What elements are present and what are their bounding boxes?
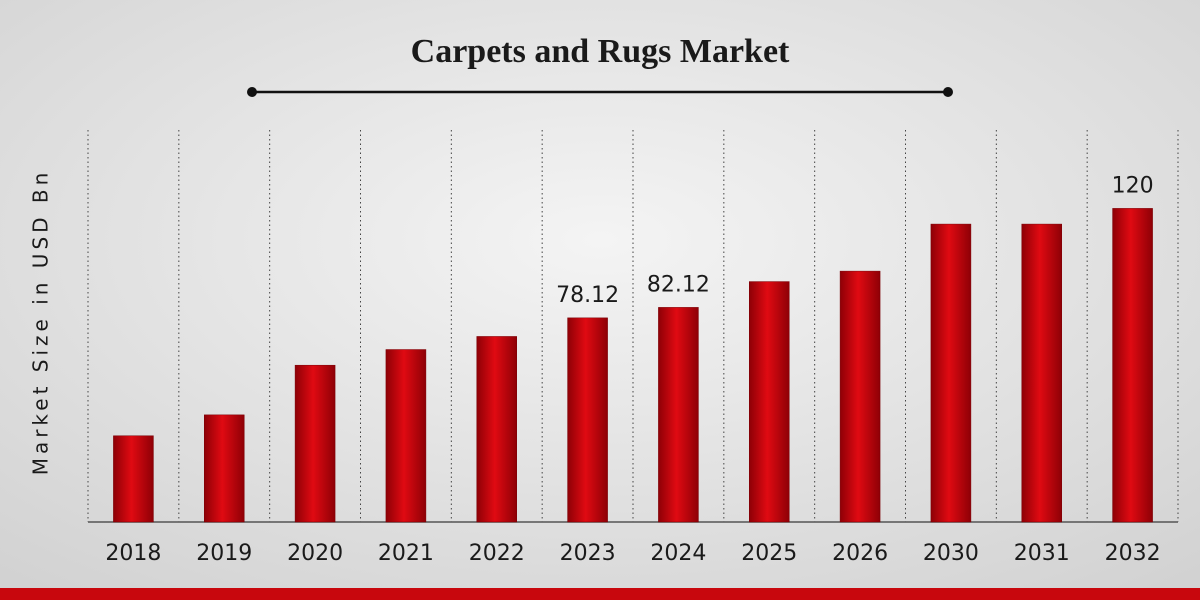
x-tick-label: 2031 bbox=[1014, 541, 1070, 566]
bar bbox=[1112, 208, 1153, 523]
rule-dot bbox=[247, 87, 257, 97]
x-tick-label: 2032 bbox=[1105, 541, 1161, 566]
value-label: 78.12 bbox=[556, 283, 619, 308]
x-tick-label: 2020 bbox=[287, 541, 343, 566]
x-tick-label: 2021 bbox=[378, 541, 434, 566]
x-tick-label: 2024 bbox=[650, 541, 706, 566]
x-tick-label: 2018 bbox=[105, 541, 161, 566]
bar bbox=[749, 281, 790, 523]
bar bbox=[839, 270, 881, 523]
x-tick-label: 2019 bbox=[196, 541, 252, 566]
bar bbox=[658, 307, 699, 523]
x-tick-label: 2022 bbox=[469, 541, 525, 566]
bar bbox=[385, 349, 427, 523]
bar bbox=[930, 223, 972, 523]
x-tick-label: 2025 bbox=[741, 541, 797, 566]
bar bbox=[1021, 223, 1062, 523]
x-tick-label: 2023 bbox=[560, 541, 616, 566]
bar bbox=[113, 435, 154, 523]
bar bbox=[476, 336, 517, 523]
bar bbox=[294, 364, 336, 523]
y-axis-label: Market Size in USD Bn bbox=[29, 169, 53, 476]
value-label: 120 bbox=[1112, 173, 1154, 198]
x-tick-label: 2030 bbox=[923, 541, 979, 566]
x-tick-label: 2026 bbox=[832, 541, 888, 566]
chart-title: Carpets and Rugs Market bbox=[411, 33, 790, 70]
value-label: 82.12 bbox=[647, 272, 710, 297]
bar bbox=[567, 317, 608, 523]
footer-strip bbox=[0, 588, 1200, 600]
bar bbox=[204, 414, 245, 523]
rule-dot bbox=[943, 87, 953, 97]
